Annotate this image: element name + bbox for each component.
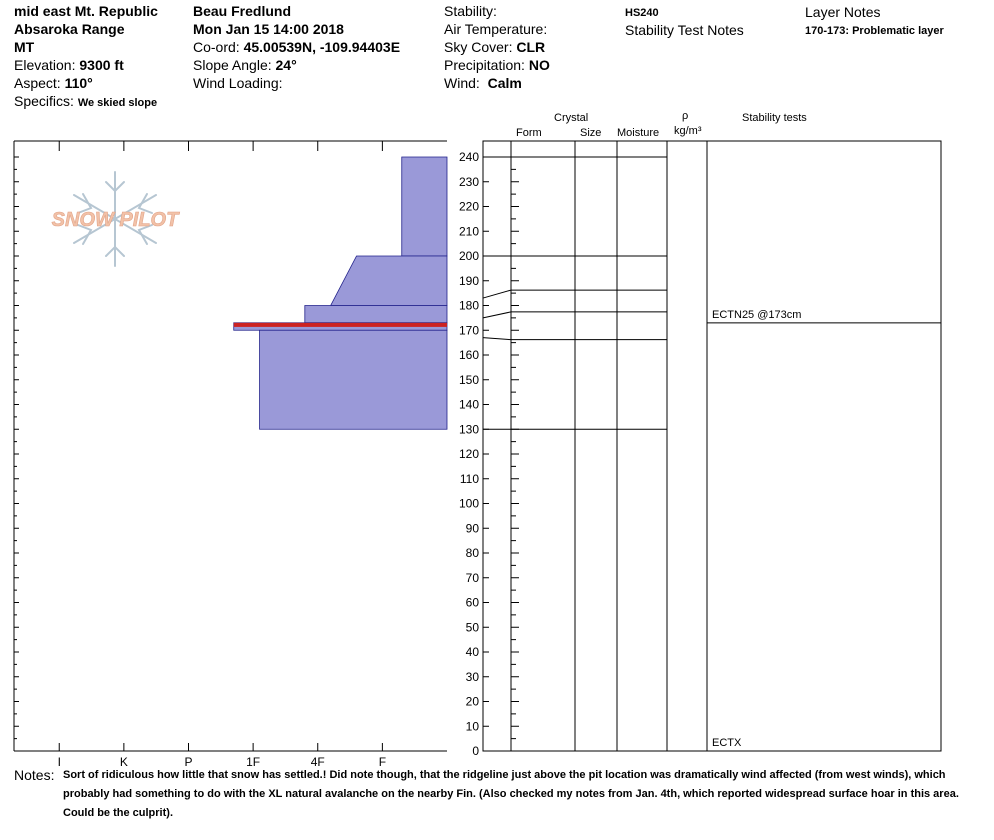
hardness-label-K: K — [120, 755, 128, 769]
wind: Wind: Calm — [444, 74, 550, 92]
precip-label: Precipitation: — [444, 57, 525, 73]
wind-label: Wind: — [444, 75, 480, 91]
density-unit: kg/m³ — [674, 125, 702, 137]
location-name: mid east Mt. Republic — [14, 3, 158, 19]
snow-height: HS240 — [625, 7, 659, 19]
hardness-label-P: P — [184, 755, 192, 769]
depth-label-10: 10 — [466, 719, 480, 733]
layer-connector — [482, 337, 512, 341]
depth-label-100: 100 — [459, 497, 479, 511]
depth-label-160: 160 — [459, 348, 479, 362]
aspect-value: 110° — [64, 75, 93, 91]
aspect-label: Aspect: — [14, 75, 61, 91]
sky-value: CLR — [516, 39, 546, 55]
observation-datetime: Mon Jan 15 14:00 2018 — [193, 21, 344, 37]
stability-label: Stability: — [444, 3, 497, 19]
hardness-layer-2 — [304, 305, 448, 324]
notes-label: Notes: — [14, 767, 55, 783]
conditions-block: Stability: Air Temperature: Sky Cover: C… — [444, 2, 550, 92]
hardness-layer-1 — [330, 255, 448, 306]
precip-value: NO — [528, 57, 550, 73]
slope-angle: Slope Angle: 24° — [193, 56, 400, 74]
layer-table-frame — [482, 140, 942, 752]
hardness-label-F: F — [379, 755, 386, 769]
depth-label-30: 30 — [466, 670, 480, 684]
depth-label-110: 110 — [460, 472, 479, 486]
depth-label-20: 20 — [466, 695, 480, 709]
specifics-label: Specifics: — [14, 93, 74, 109]
hardness-layer-4 — [259, 329, 448, 430]
specifics: Specifics: We skied slope — [14, 92, 158, 110]
depth-label-180: 180 — [459, 299, 479, 313]
depth-label-50: 50 — [466, 620, 480, 634]
depth-label-240: 240 — [459, 150, 479, 164]
density-symbol: ρ — [682, 110, 689, 122]
depth-label-60: 60 — [466, 596, 480, 610]
stability-test-notes-title: Stability Test Notes — [625, 22, 744, 38]
depth-label-220: 220 — [459, 200, 479, 214]
depth-label-120: 120 — [459, 447, 479, 461]
depth-label-90: 90 — [466, 521, 480, 535]
snowflake-icon — [73, 171, 157, 267]
notes-text: Sort of ridiculous how little that snow … — [63, 769, 959, 819]
depth-label-210: 210 — [459, 224, 479, 238]
problem-layer-marker — [233, 322, 447, 327]
wind-loading-label: Wind Loading: — [193, 75, 283, 91]
air-temp-label: Air Temperature: — [444, 21, 548, 37]
snow-pilot-logo: SNOW PILOT — [51, 171, 180, 267]
depth-label-230: 230 — [459, 175, 479, 189]
moisture-heading: Moisture — [617, 127, 660, 139]
stability: Stability: — [444, 2, 550, 20]
depth-label-140: 140 — [459, 398, 479, 412]
depth-label-170: 170 — [459, 323, 479, 337]
coord-label: Co-ord: — [193, 39, 240, 55]
layer-notes-title: Layer Notes — [805, 4, 881, 20]
stability-test-label-1: ECTX — [712, 737, 742, 749]
mountain-range: Absaroka Range — [14, 21, 125, 37]
aspect: Aspect: 110° — [14, 74, 158, 92]
crystal-heading: Crystal — [554, 112, 589, 124]
sky-label: Sky Cover: — [444, 39, 513, 55]
state: MT — [14, 39, 35, 55]
slope-value: 24° — [275, 57, 297, 73]
depth-label-200: 200 — [459, 249, 479, 263]
hardness-label-I: I — [58, 755, 61, 769]
depth-label-80: 80 — [466, 546, 480, 560]
air-temperature: Air Temperature: — [444, 20, 550, 38]
stability-test-label-0: ECTN25 @173cm — [712, 309, 801, 321]
depth-label-70: 70 — [466, 571, 480, 585]
depth-label-0: 0 — [472, 744, 479, 758]
layer-connector — [482, 311, 512, 319]
depth-label-130: 130 — [459, 422, 479, 436]
wind-value: Calm — [487, 75, 522, 91]
coord-value: 45.00539N, -109.94403E — [243, 39, 401, 55]
layer-notes-value: 170-173: Problematic layer — [805, 25, 944, 37]
form-heading: Form — [516, 127, 542, 139]
depth-label-190: 190 — [459, 274, 479, 288]
snow-pilot-logo-text: SNOW PILOT — [52, 209, 180, 231]
sky-cover: Sky Cover: CLR — [444, 38, 550, 56]
depth-label-40: 40 — [466, 645, 480, 659]
hardness-layer-0 — [401, 156, 448, 257]
elevation: Elevation: 9300 ft — [14, 56, 158, 74]
layer-connector — [482, 289, 512, 299]
elevation-value: 9300 ft — [79, 57, 124, 73]
observer-name: Beau Fredlund — [193, 3, 292, 19]
stability-tests-heading: Stability tests — [742, 112, 807, 124]
slope-label: Slope Angle: — [193, 57, 272, 73]
coordinates: Co-ord: 45.00539N, -109.94403E — [193, 38, 400, 56]
specifics-value: We skied slope — [77, 97, 158, 109]
observation-block: Beau Fredlund Mon Jan 15 14:00 2018 Co-o… — [193, 2, 400, 92]
elevation-label: Elevation: — [14, 57, 76, 73]
depth-label-150: 150 — [459, 373, 479, 387]
hardness-label-1F: 1F — [246, 755, 260, 769]
precipitation: Precipitation: NO — [444, 56, 550, 74]
size-heading: Size — [580, 127, 602, 139]
location-block: mid east Mt. Republic Absaroka Range MT … — [14, 2, 158, 110]
wind-loading: Wind Loading: — [193, 74, 400, 92]
hardness-label-4F: 4F — [311, 755, 325, 769]
